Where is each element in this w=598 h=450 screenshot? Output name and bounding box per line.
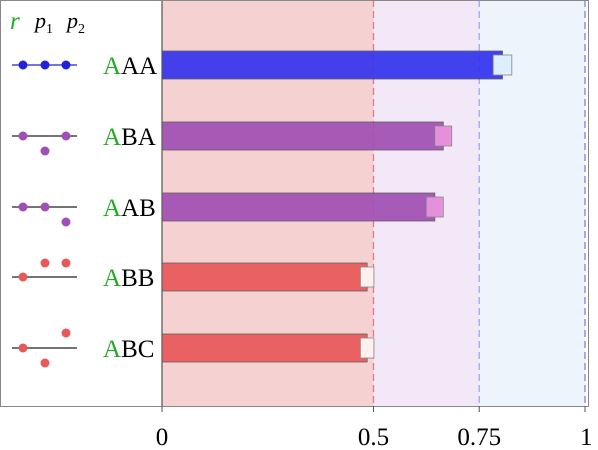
- icon-dot-1: [40, 258, 50, 268]
- error-marker-0: [492, 54, 513, 76]
- icon-dot-2: [61, 258, 71, 268]
- frame-border: [0, 0, 589, 407]
- row-label-4: ABC: [103, 336, 154, 363]
- header-p2: p2: [65, 8, 85, 37]
- bar-4: [161, 333, 368, 363]
- row-label-1: ABA: [103, 124, 156, 151]
- icon-dot-0: [18, 131, 28, 141]
- bar-3: [161, 262, 368, 292]
- error-marker-1: [434, 125, 453, 147]
- icon-dot-1: [40, 146, 50, 156]
- bars: [161, 50, 513, 363]
- bar-2: [161, 192, 436, 222]
- x-tick-label-2: 0.75: [457, 424, 501, 450]
- row-label-first: A: [103, 265, 121, 292]
- row-label-rest: BB: [121, 265, 154, 292]
- icon-dot-2: [61, 328, 71, 338]
- column-header: r p1 p2: [10, 8, 85, 37]
- row-label-rest: BC: [121, 336, 154, 363]
- icon-dot-1: [40, 60, 50, 70]
- row-icon-3: [12, 258, 77, 282]
- row-icon-2: [12, 202, 77, 227]
- row-label-first: A: [103, 53, 121, 80]
- row-label-first: A: [103, 336, 121, 363]
- row-icon-0: [12, 60, 77, 70]
- row-icons: [12, 60, 77, 368]
- icon-dot-0: [18, 272, 28, 282]
- icon-dot-2: [61, 131, 71, 141]
- header-r: r: [10, 8, 20, 35]
- icon-dot-1: [40, 202, 50, 212]
- row-label-first: A: [103, 124, 121, 151]
- icon-dot-2: [61, 60, 71, 70]
- header-p1: p1: [33, 8, 53, 37]
- row-label-rest: AB: [121, 195, 156, 222]
- icon-dot-0: [18, 343, 28, 353]
- x-tick-label-1: 0.5: [358, 424, 389, 450]
- error-marker-3: [359, 266, 375, 288]
- icon-dot-0: [18, 202, 28, 212]
- row-label-0: AAA: [103, 53, 157, 80]
- error-marker-4: [359, 337, 375, 359]
- icon-dot-2: [61, 217, 71, 227]
- x-ticks: 0 0.5 0.75 1: [156, 406, 593, 450]
- error-marker-2: [425, 196, 444, 218]
- row-icon-4: [12, 328, 77, 368]
- x-tick-label-3: 1: [580, 424, 593, 450]
- bar-0: [161, 50, 503, 80]
- row-icon-1: [12, 131, 77, 156]
- icon-dot-1: [40, 358, 50, 368]
- row-label-2: AAB: [103, 195, 156, 222]
- icon-dot-0: [18, 60, 28, 70]
- row-label-3: ABB: [103, 265, 154, 292]
- row-label-rest: AA: [121, 53, 157, 80]
- row-label-rest: BA: [121, 124, 156, 151]
- bar-1: [161, 121, 444, 151]
- row-label-first: A: [103, 195, 121, 222]
- x-tick-label-0: 0: [156, 424, 169, 450]
